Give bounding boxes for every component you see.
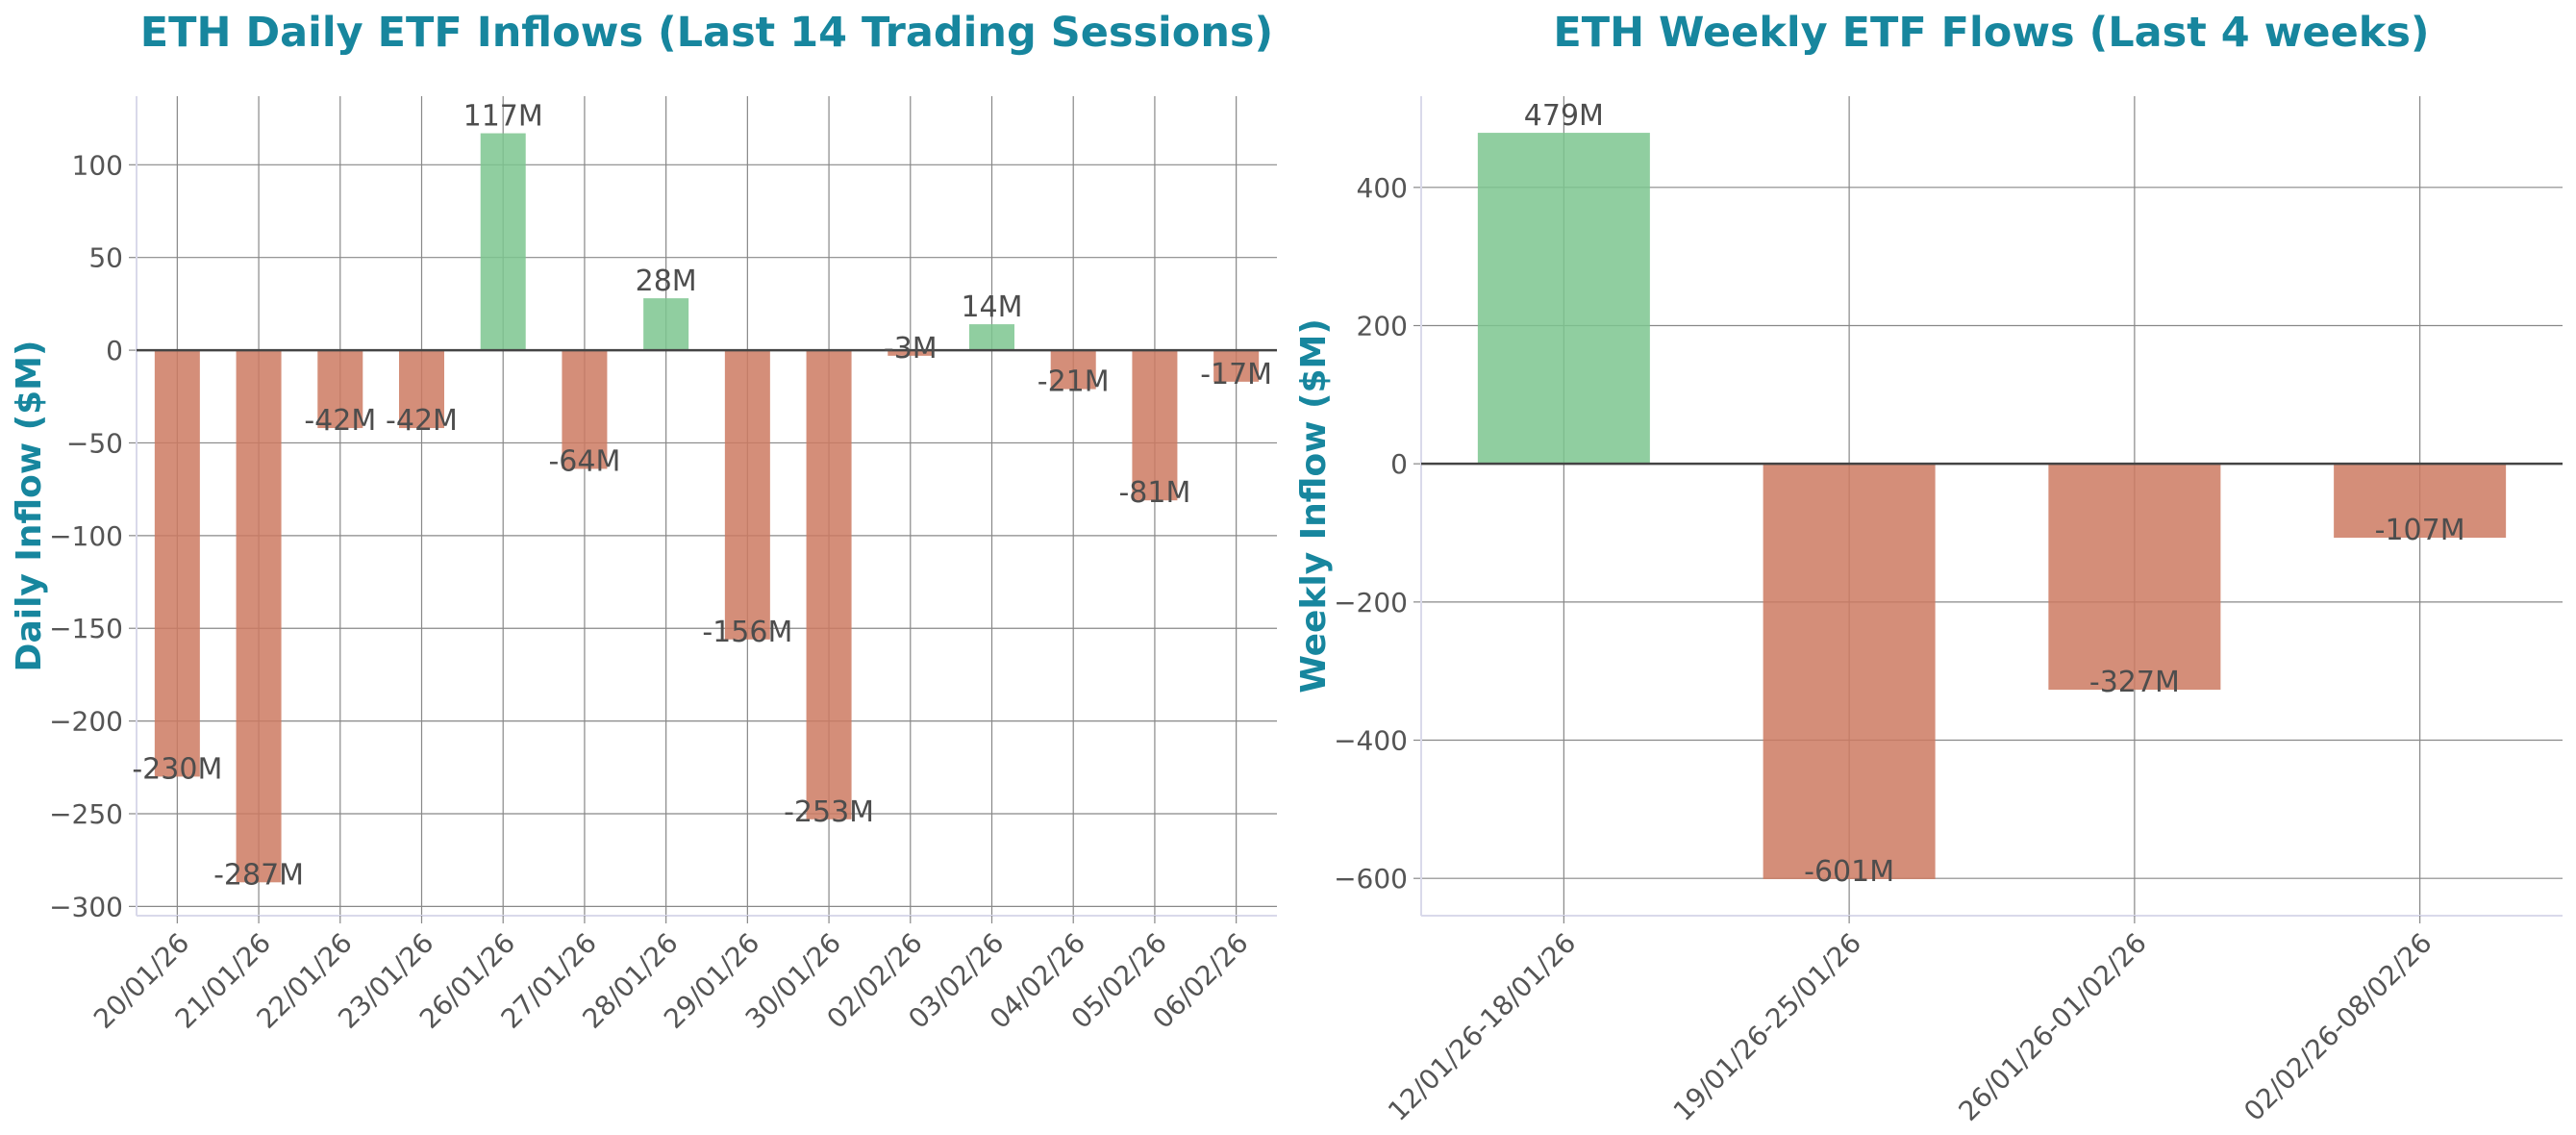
x-tick-label: 12/01/26-18/01/26 [1382, 927, 1582, 1127]
bar [2048, 464, 2221, 691]
x-tick-label: 19/01/26-25/01/26 [1667, 927, 1867, 1127]
bar [1477, 133, 1650, 465]
data-label: -107M [2375, 514, 2465, 547]
weekly-flows-chart: ETH Weekly ETF Flows (Last 4 weeks) Weekl… [1294, 9, 2563, 1127]
y-tick-label: 50 [88, 242, 123, 274]
y-tick-label: −150 [49, 613, 123, 644]
y-tick-label: −400 [1334, 725, 1408, 757]
bar [643, 298, 689, 351]
bar [888, 350, 934, 356]
y-tick-label: −600 [1334, 863, 1408, 895]
data-label: -327M [2089, 666, 2180, 699]
data-label: -42M [304, 404, 376, 438]
data-label: -64M [548, 444, 620, 478]
y-tick-label: 400 [1357, 172, 1408, 204]
data-label: -81M [1118, 476, 1190, 510]
bar [480, 133, 526, 351]
x-tick-label: 26/01/26-01/02/26 [1952, 927, 2152, 1127]
y-tick-label: −200 [1334, 587, 1408, 618]
y-tick-label: 0 [1390, 448, 1408, 480]
bar [969, 324, 1014, 351]
data-label: -17M [1200, 358, 1272, 391]
y-tick-label: −250 [49, 798, 123, 830]
bar [317, 350, 363, 429]
y-axis-label: Weekly Inflow ($M) [1294, 318, 1334, 694]
data-label: 28M [636, 265, 697, 298]
bar [1213, 350, 1260, 382]
daily-inflows-chart: ETH Daily ETF Inflows (Last 14 Trading S… [10, 9, 1277, 1035]
y-tick-label: 200 [1357, 311, 1408, 342]
data-label: 117M [463, 100, 543, 134]
y-tick-label: 0 [106, 335, 123, 366]
y-tick-label: −300 [49, 891, 123, 922]
data-label: 14M [961, 290, 1022, 324]
y-axis-label: Daily Inflow ($M) [10, 340, 49, 672]
data-label: -42M [386, 404, 458, 438]
data-label: -601M [1804, 855, 1894, 889]
bar [399, 350, 444, 429]
data-label: -230M [132, 752, 222, 786]
y-tick-label: −200 [49, 706, 123, 738]
bar [236, 350, 282, 883]
chart-title: ETH Weekly ETF Flows (Last 4 weeks) [1553, 9, 2429, 57]
data-label: 479M [1524, 99, 1604, 133]
data-label: -21M [1038, 366, 1110, 399]
bar [562, 350, 608, 469]
bar [724, 350, 770, 640]
chart-title: ETH Daily ETF Inflows (Last 14 Trading S… [140, 9, 1273, 57]
bar [1132, 350, 1178, 501]
bar [1050, 350, 1096, 390]
x-tick-label: 02/02/26-08/02/26 [2238, 927, 2438, 1127]
data-label: -3M [884, 332, 938, 366]
bar [806, 350, 852, 820]
bar [2334, 464, 2507, 539]
data-label: -156M [702, 616, 792, 649]
data-label: -253M [784, 795, 874, 829]
y-tick-label: −100 [49, 520, 123, 552]
bar [1763, 464, 1936, 879]
y-tick-label: −50 [66, 427, 123, 459]
data-label: -287M [213, 858, 304, 892]
y-tick-label: 100 [72, 149, 123, 181]
bar [154, 350, 200, 777]
